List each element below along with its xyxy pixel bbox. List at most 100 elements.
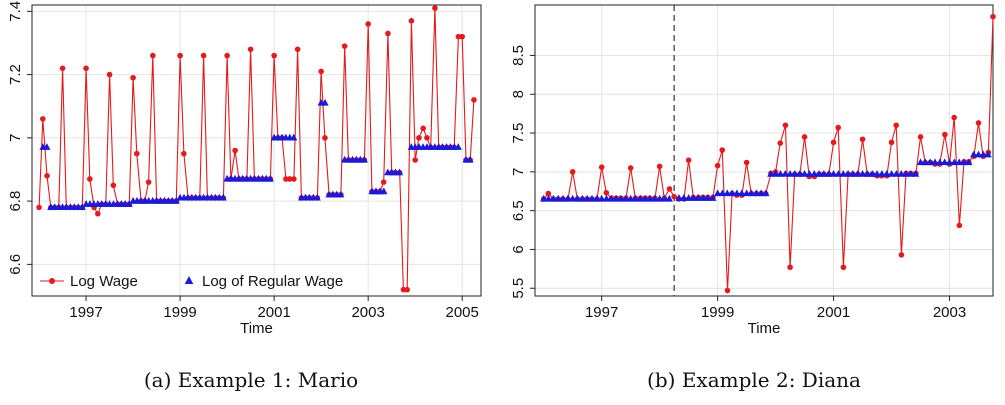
legend-regular-wage-label: Log of Regular Wage	[202, 273, 343, 290]
regular-wage-point	[950, 158, 958, 166]
regular-wage-point	[907, 169, 915, 177]
chart-a-svg: 1997 1999 2001 2003 2005 6.6 6.8 7 7.2 7.4 Time Log…	[7, 1, 482, 337]
regular-wage-point	[878, 169, 886, 177]
x-tick-label: 2001	[817, 304, 850, 321]
y-tick-label: 6.6	[7, 254, 24, 275]
log-wage-point	[341, 43, 348, 49]
log-wage-point	[294, 46, 301, 53]
y-tick-label: 8	[510, 90, 527, 98]
regular-wage-point	[902, 169, 910, 177]
regular-wage-point	[858, 169, 867, 177]
log-wage-point	[942, 131, 948, 138]
regular-wage-point	[321, 98, 329, 106]
y-tick-label: 7.4	[7, 1, 24, 22]
regular-wage-point	[380, 187, 388, 195]
log-wage-point	[990, 13, 996, 20]
regular-wage-point	[873, 169, 881, 177]
x-tick-label: 2003	[351, 304, 384, 321]
log-wage-point	[412, 157, 418, 163]
regular-wage-point	[627, 194, 635, 202]
regular-wage-point	[583, 194, 591, 202]
regular-wage-point	[844, 169, 852, 177]
regular-wage-point	[815, 169, 823, 177]
log-wage-point	[724, 287, 731, 294]
log-wage-point	[471, 97, 477, 103]
regular-wage-point	[945, 158, 954, 166]
regular-wage-point	[820, 169, 828, 177]
log-wage-point	[569, 169, 576, 175]
regular-wage-point	[941, 158, 949, 166]
regular-wage-point	[685, 194, 693, 201]
log-wage-point	[318, 68, 324, 75]
regular-wage-point	[78, 203, 86, 211]
regular-wage-point	[723, 189, 731, 197]
y-tick-label: 7.2	[7, 64, 24, 85]
regular-wage-point	[854, 169, 862, 177]
regular-wage-point	[781, 169, 789, 177]
y-tick-label: 6.8	[7, 191, 24, 212]
log-wage-point	[840, 264, 847, 271]
regular-wage-point	[892, 169, 900, 177]
regular-wage-point	[747, 189, 756, 197]
y-tick-label: 5.5	[510, 278, 527, 299]
regular-wage-point	[771, 169, 780, 177]
regular-wage-point	[631, 194, 640, 202]
log-wage-point	[44, 173, 50, 179]
regular-wage-point	[219, 193, 227, 201]
chart-panel-a: 1997 1999 2001 2003 2005 6.6 6.8 7 7.2 7.4 Time Log…	[0, 0, 502, 405]
regular-wage-point	[825, 169, 833, 177]
regular-wage-point	[839, 169, 847, 177]
regular-wage-point	[588, 194, 596, 202]
log-wage-point	[200, 52, 207, 59]
regular-wage-point	[266, 174, 274, 182]
legend-log-wage-label: Log Wage	[70, 273, 138, 290]
x-tick-label: 2005	[446, 304, 479, 321]
log-wage-point	[36, 204, 42, 211]
regular-wage-point	[897, 169, 905, 177]
log-wage-point	[40, 116, 46, 122]
log-wage-point	[224, 52, 230, 59]
regular-wage-point	[549, 194, 557, 202]
regular-wage-point	[800, 169, 809, 177]
regular-wage-point	[665, 194, 673, 202]
log-wage-point	[380, 179, 387, 185]
regular-wage-point	[573, 194, 582, 202]
log-wage-point	[95, 210, 101, 217]
log-wage-point	[134, 150, 140, 157]
log-wage-point	[271, 52, 277, 59]
log-wage-point	[408, 18, 415, 24]
regular-wage-point	[337, 190, 345, 198]
regular-wage-point	[805, 169, 814, 177]
y-tick-label: 8.5	[510, 45, 527, 66]
log-wage-point	[365, 21, 371, 27]
regular-wage-point	[646, 194, 654, 202]
log-wage-point	[416, 135, 422, 141]
regular-wage-point	[921, 158, 929, 166]
log-wage-point	[685, 157, 692, 163]
log-wage-point	[719, 147, 726, 153]
log-wage-point	[459, 33, 465, 40]
log-wage-point	[671, 193, 677, 200]
log-wage-point	[420, 125, 426, 132]
legend-regular-wage-marker	[184, 276, 194, 284]
regular-wage-point	[544, 194, 553, 202]
regular-wage-point	[709, 194, 717, 201]
log-wage-point	[322, 135, 328, 141]
regular-wage-point	[728, 189, 736, 197]
log-wage-point	[247, 46, 254, 53]
regular-wage-point	[868, 169, 876, 177]
regular-wage-point	[984, 150, 992, 158]
regular-wage-point	[454, 143, 462, 150]
regular-wage-point	[554, 194, 562, 202]
regular-wage-point	[689, 194, 698, 201]
log-wage-point	[743, 159, 750, 166]
log-wage-point	[777, 140, 784, 146]
regular-wage-point	[970, 150, 978, 158]
chart-panel-b: 1997 1999 2001 2003 5.5 6 6.5 7 7.5 8 8.5 Time (b) …	[503, 0, 1005, 405]
log-wage-point	[106, 71, 113, 78]
log-wage-point	[888, 139, 895, 146]
regular-wage-point	[569, 194, 577, 202]
regular-wage-point	[960, 158, 968, 166]
log-wage-point	[291, 176, 297, 182]
log-wage-point	[59, 65, 66, 72]
